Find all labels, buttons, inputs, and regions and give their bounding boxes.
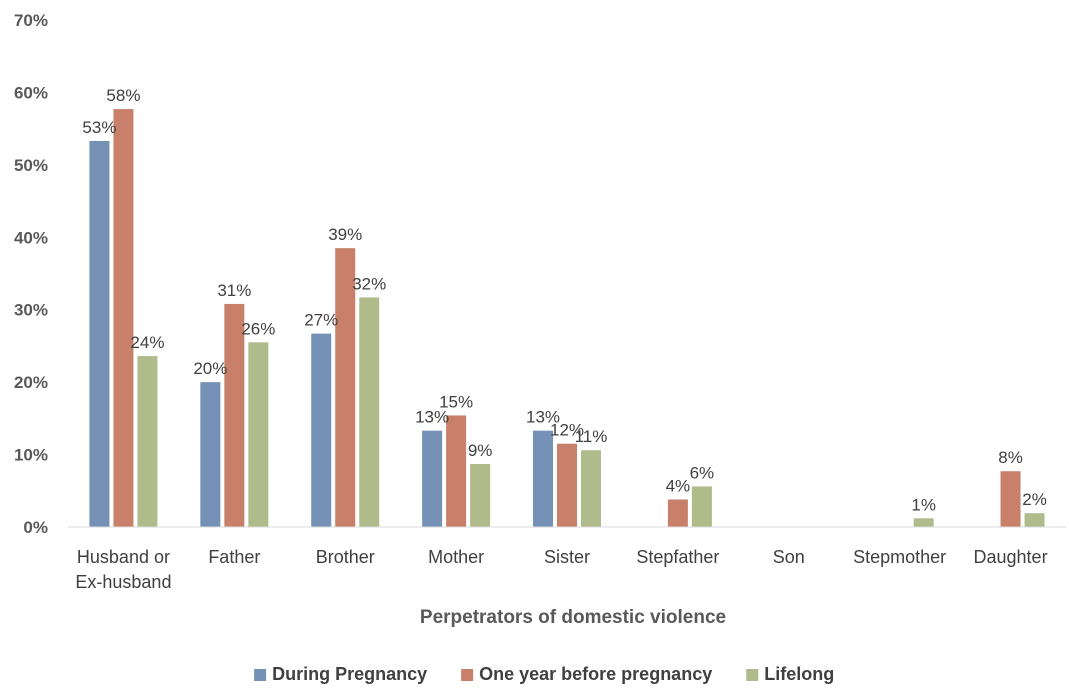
bar: [200, 382, 221, 527]
bar: [224, 303, 245, 527]
bar: [1024, 513, 1045, 527]
data-label: 13%: [526, 408, 560, 427]
data-label: 39%: [328, 225, 362, 244]
bar: [89, 140, 110, 527]
legend-swatch: [254, 669, 267, 681]
data-label: 20%: [193, 359, 227, 378]
legend-swatch: [461, 669, 474, 681]
data-label: 13%: [415, 408, 449, 427]
y-tick-label: 50%: [14, 156, 48, 175]
bar: [422, 430, 443, 527]
bar: [533, 430, 553, 527]
bar: [248, 342, 269, 527]
bar: [557, 443, 577, 527]
data-label: 24%: [130, 333, 164, 352]
y-tick-label: 40%: [14, 228, 48, 247]
data-label: 12%: [550, 421, 584, 440]
data-labels: 53%58%24%20%31%26% 27%39%32%13%15%9%13%12…: [82, 86, 1046, 514]
x-tick-label: Stepmother: [853, 547, 946, 567]
data-label: 11%: [575, 427, 608, 446]
bar: [581, 450, 601, 527]
legend-label: One year before pregnancy: [479, 664, 712, 684]
y-tick-label: 20%: [14, 373, 48, 392]
x-tick-label: Daughter: [974, 547, 1048, 567]
bar: [913, 518, 934, 527]
data-label: 58%: [106, 86, 140, 105]
bar: [470, 463, 491, 527]
bar: [691, 486, 712, 527]
bar: [311, 333, 332, 527]
x-axis: Husband or Ex-husband Father Brother Mother S…: [75, 547, 1047, 592]
data-label: 53%: [82, 118, 116, 137]
data-label: 32%: [352, 274, 386, 293]
data-label: 27%: [304, 311, 338, 330]
data-label: 31%: [217, 281, 251, 300]
x-axis-title: Perpetrators of domestic violence: [420, 607, 726, 628]
x-tick-label: Stepfather: [636, 547, 719, 567]
bar: [1000, 471, 1021, 527]
x-tick-label: Father: [208, 547, 260, 567]
x-tick-label: Husband or: [77, 547, 170, 567]
x-tick-label: Mother: [428, 547, 484, 567]
x-tick-label: Brother: [316, 547, 375, 567]
y-tick-label: 10%: [14, 446, 48, 465]
y-tick-label: 30%: [14, 301, 48, 320]
legend-label: Lifelong: [764, 664, 834, 684]
legend-label: During Pregnancy: [272, 664, 427, 684]
data-label: 6%: [690, 463, 715, 482]
y-tick-label: 60%: [14, 83, 48, 102]
bar: [137, 356, 158, 527]
y-tick-label: 0%: [23, 518, 48, 537]
bars: [89, 109, 1045, 527]
data-label: 8%: [998, 448, 1023, 467]
legend-swatch: [746, 669, 759, 681]
data-label: 4%: [666, 476, 691, 495]
bar: [113, 109, 134, 527]
data-label: 9%: [468, 441, 493, 460]
bar: [446, 415, 467, 527]
y-tick-label: 70%: [14, 11, 48, 30]
y-axis: 0% 10% 20% 30% 40% 50% 60% 70%: [14, 11, 48, 537]
x-tick-label: Sister: [544, 547, 590, 567]
bar: [667, 499, 688, 527]
legend: During Pregnancy One year before pregnanc…: [254, 664, 834, 684]
x-tick-label: Son: [773, 547, 805, 567]
bar: [359, 297, 380, 527]
data-label: 15%: [439, 392, 473, 411]
x-tick-label: Ex-husband: [75, 572, 171, 592]
data-label: 1%: [911, 495, 936, 514]
data-label: 2%: [1022, 490, 1047, 509]
bar: [335, 248, 356, 527]
data-label: 26%: [241, 319, 275, 338]
